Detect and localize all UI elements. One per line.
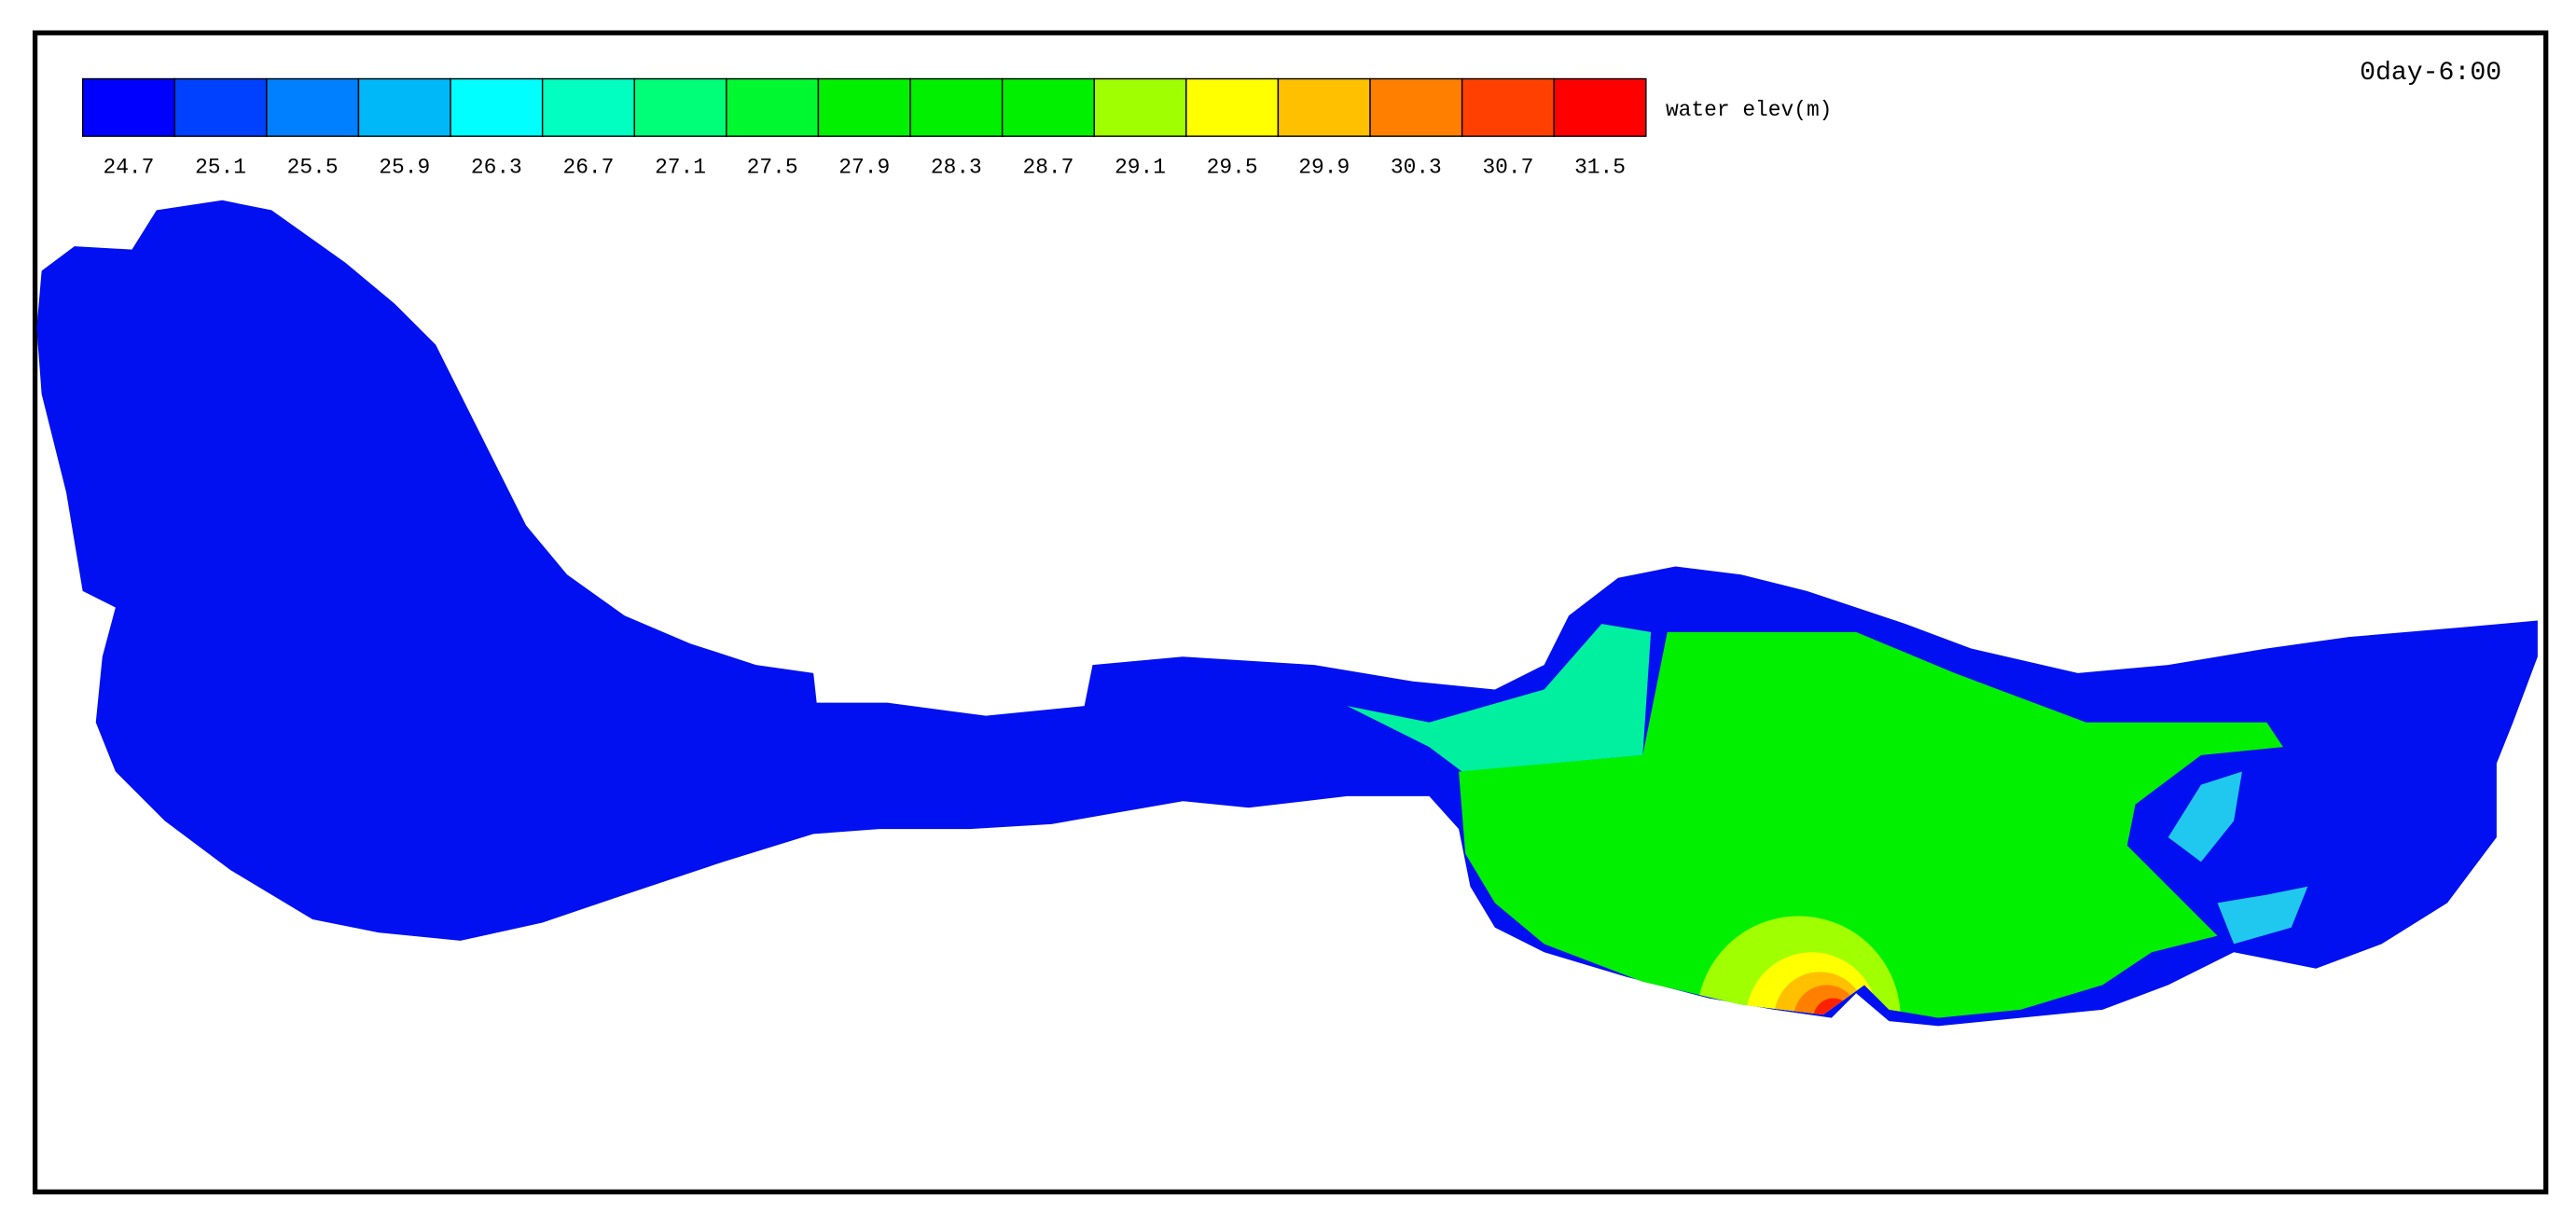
shallow-zone — [2217, 886, 2308, 945]
color-cell — [1277, 77, 1371, 137]
level-label: 29.1 — [1115, 156, 1166, 180]
color-cell — [541, 77, 635, 137]
color-cell — [81, 77, 175, 137]
level-label: 29.5 — [1207, 156, 1258, 180]
level-label: 26.3 — [471, 156, 522, 180]
level-label: 25.1 — [195, 156, 246, 180]
level-label: 27.5 — [747, 156, 798, 180]
level-label: 29.9 — [1298, 156, 1350, 180]
color-cell — [1461, 77, 1555, 137]
level-label: 28.7 — [1022, 156, 1073, 180]
level-label: 31.5 — [1574, 156, 1626, 180]
color-cell — [633, 77, 727, 137]
level-label: 28.3 — [931, 156, 982, 180]
level-label: 24.7 — [103, 156, 154, 180]
timestamp: 0day-6:00 — [2360, 59, 2501, 88]
color-cell — [817, 77, 911, 137]
level-label: 26.7 — [562, 156, 614, 180]
level-label: 27.9 — [838, 156, 890, 180]
color-cell — [1185, 77, 1280, 137]
level-label: 30.7 — [1482, 156, 1533, 180]
color-cell — [450, 77, 544, 137]
color-cell — [266, 77, 360, 137]
color-cell — [909, 77, 1004, 137]
color-cell — [1001, 77, 1095, 137]
inundated-zone — [1459, 631, 2283, 1018]
color-cell — [1093, 77, 1187, 137]
color-cell — [173, 77, 268, 137]
level-label: 25.5 — [287, 156, 339, 180]
level-label: 30.3 — [1391, 156, 1442, 180]
shallow-zone — [2167, 771, 2242, 862]
colorbar: 24.7 25.1 25.5 25.9 26.3 26.7 27.1 27.5 27.9 28.3… — [81, 77, 1647, 180]
color-cell — [726, 77, 820, 137]
color-cell — [1369, 77, 1463, 137]
level-label: 25.9 — [379, 156, 430, 180]
color-cell — [1553, 77, 1647, 137]
shallow-zone — [1347, 624, 1652, 772]
level-label: 27.1 — [655, 156, 706, 180]
colorbar-label: water elev(m) — [1666, 98, 1832, 122]
color-cell — [357, 77, 451, 137]
